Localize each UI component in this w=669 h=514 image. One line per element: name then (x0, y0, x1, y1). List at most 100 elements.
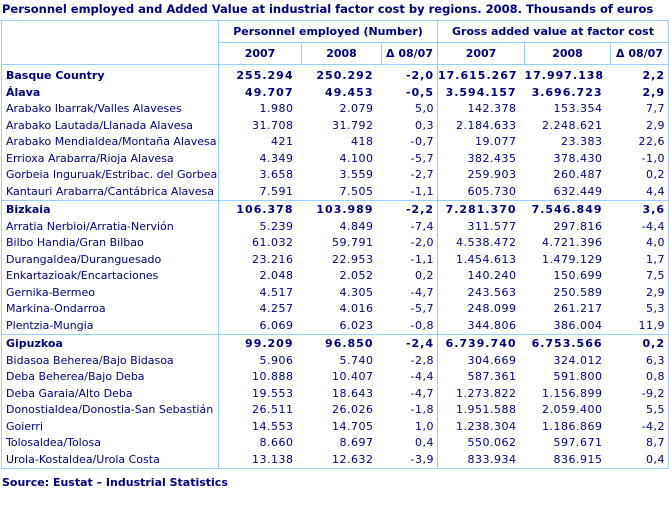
table-row: Álava 49.707 49.453 -0,5 3.594.157 3.696.723 2… (2, 84, 669, 101)
value-cell: 5,0 (415, 102, 434, 115)
personnel-2008-header: 2008 (301, 42, 382, 65)
value-cell: 833.934 (437, 451, 525, 469)
value-cell: 605.730 (437, 183, 525, 201)
value-cell: 6.023 (339, 318, 374, 332)
value-cell: 2.052 (339, 269, 374, 282)
page-title: Personnel employed and Added Value at in… (2, 2, 654, 16)
value-cell: 3.658 (218, 167, 302, 184)
value-cell: 49.707 (218, 84, 302, 101)
value-cell: 297.816 (553, 219, 603, 233)
value-cell: 7.281.370 (437, 200, 525, 219)
value-cell: 61.032 (218, 235, 302, 252)
value-cell: 2.048 (218, 268, 302, 285)
value-cell: -3,9 (410, 452, 434, 466)
value-cell: 1.980 (218, 101, 302, 118)
table-row: Gipuzkoa 99.209 96.850 -2,4 6.739.740 6.753.5… (1, 334, 669, 353)
value-cell: 31.792 (332, 118, 374, 132)
value-cell: 150.699 (553, 269, 603, 282)
value-cell: 3.559 (339, 168, 374, 181)
value-cell: 11,9 (638, 318, 666, 332)
value-cell: 6,3 (646, 353, 666, 367)
value-cell: -1,1 (410, 184, 434, 198)
value-cell: 5.239 (218, 218, 302, 235)
value-cell: 1,7 (646, 252, 666, 266)
value-cell: 6.753.566 (524, 334, 611, 353)
value-cell: 13.138 (218, 451, 302, 469)
value-cell: 5,3 (646, 302, 666, 315)
region-name-cell: Bizkaia (1, 200, 219, 219)
value-cell: 260.487 (553, 168, 603, 181)
value-cell: 418 (351, 135, 374, 148)
gav-2008-header: 2008 (524, 42, 611, 65)
value-cell: 261.217 (553, 302, 603, 315)
value-cell: -2,4 (381, 334, 438, 353)
value-cell: 259.903 (437, 167, 525, 184)
region-name-cell: Bidasoa Beherea/Bajo Bidasoa (6, 353, 174, 367)
table-row: Plentzia-Mungia 6.069 6.023 -0,8 344.806 386.… (2, 317, 669, 335)
value-cell: 2.248.621 (542, 118, 603, 132)
region-name-cell: Markina-Ondarroa (6, 302, 106, 315)
group-header-row: Personnel employed (Number) Gross added … (1, 20, 669, 65)
source-note: Source: Eustat – Industrial Statistics (2, 476, 228, 489)
value-cell: 7.546.849 (524, 200, 611, 219)
value-cell: 14.553 (218, 418, 302, 435)
value-cell: 382.435 (437, 150, 525, 167)
value-cell: 2,9 (642, 85, 666, 99)
table-row: Deba Garaia/Alto Deba 19.553 18.643 -4,7 1.2… (2, 385, 669, 402)
value-cell: 23.383 (561, 135, 603, 148)
regions-statistics-table: Personnel employed (Number) Gross added … (1, 20, 669, 469)
value-cell: 17.615.267 (437, 64, 525, 85)
value-cell: 5.740 (339, 353, 374, 367)
value-cell: 1.479.129 (542, 252, 603, 266)
table-row: Kantauri Arabarra/Cantábrica Alavesa 7.59… (2, 183, 669, 201)
value-cell: 5,5 (646, 403, 666, 416)
value-cell: 10.888 (218, 369, 302, 386)
value-cell: 378.430 (553, 151, 603, 165)
value-cell: 142.378 (437, 101, 525, 118)
value-cell: 243.563 (437, 284, 525, 301)
value-cell: 324.012 (553, 353, 603, 367)
value-cell: 311.577 (437, 218, 525, 235)
value-cell: 7,5 (646, 269, 666, 282)
region-name-cell: Gorbeia Inguruak/Estribac. del Gorbea (6, 168, 218, 181)
value-cell: 1.454.613 (437, 251, 525, 268)
table-row: Enkartazioak/Encartaciones 2.048 2.052 0,2 1… (2, 268, 669, 285)
value-cell: 4.100 (339, 151, 374, 165)
value-cell: 8,7 (646, 436, 666, 449)
value-cell: 2,9 (646, 118, 666, 132)
value-cell: 0,4 (646, 452, 666, 466)
value-cell: -4,2 (641, 419, 666, 433)
value-cell: 5.906 (218, 352, 302, 369)
value-cell: 0,2 (415, 269, 434, 282)
value-cell: 10.407 (332, 370, 374, 383)
value-cell: 0,2 (646, 168, 666, 181)
region-name-cell: Arratia Nerbioi/Arratia-Nervión (6, 219, 174, 233)
value-cell: -4,7 (410, 285, 434, 299)
value-cell: 4.349 (218, 150, 302, 167)
value-cell: 550.062 (437, 435, 525, 452)
table-row: Tolosaldea/Tolosa 8.660 8.697 0,4 550.062 597… (2, 435, 669, 452)
region-name-cell: Donostialdea/Donostia-San Sebastián (6, 403, 214, 416)
value-cell: 632.449 (553, 184, 603, 198)
region-name-cell: Deba Beherea/Bajo Deba (6, 370, 145, 383)
value-cell: -4,7 (410, 386, 434, 400)
region-name-cell: Enkartazioak/Encartaciones (6, 269, 159, 282)
value-cell: 12.632 (332, 452, 374, 466)
value-cell: 96.850 (301, 334, 382, 353)
region-name-cell: Goierri (6, 419, 43, 433)
region-name-cell: Urola-Kostaldea/Urola Costa (6, 452, 160, 466)
value-cell: 26.026 (332, 403, 374, 416)
value-cell: 3.696.723 (531, 85, 603, 99)
value-cell: 2,2 (642, 69, 666, 82)
value-cell: 7.591 (218, 183, 302, 201)
region-name-cell: Tolosaldea/Tolosa (6, 436, 101, 449)
value-cell: -5,7 (410, 302, 434, 315)
table-row: Gorbeia Inguruak/Estribac. del Gorbea 3.6… (2, 167, 669, 184)
value-cell: 2.079 (339, 102, 374, 115)
gav-2007-header: 2007 (437, 42, 525, 65)
value-cell: -0,5 (405, 85, 434, 99)
value-cell: 386.004 (553, 318, 603, 332)
year-header-row: 2007 2008 Δ 08/07 2007 2008 Δ 08/07 (2, 42, 669, 65)
region-name-cell: Bilbo Handia/Gran Bilbao (6, 236, 144, 249)
table-row: Arratia Nerbioi/Arratia-Nervión 5.239 4.84… (2, 218, 669, 235)
